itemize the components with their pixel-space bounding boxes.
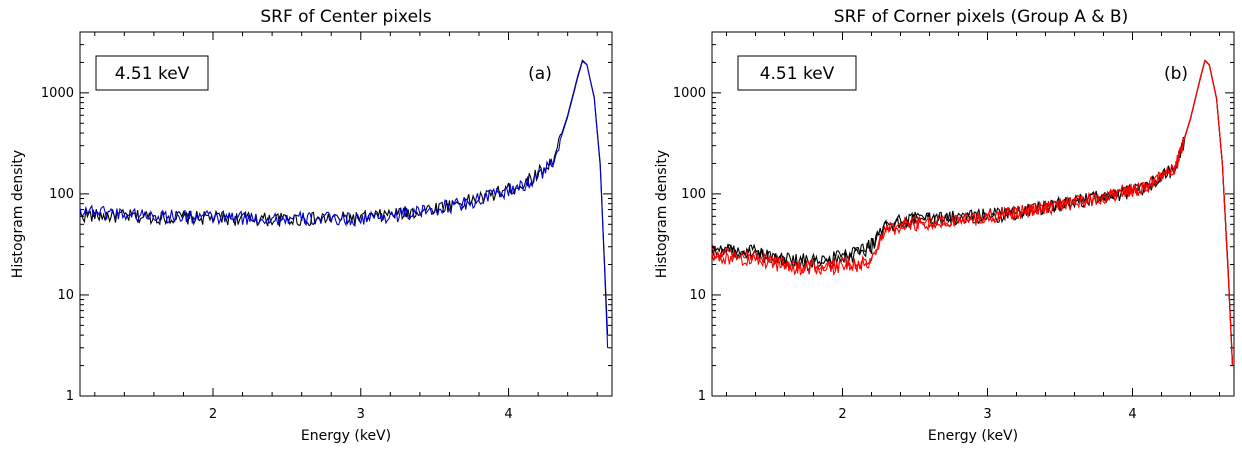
y-axis-label: Histogram density xyxy=(10,150,26,278)
series-line xyxy=(711,59,1234,366)
panel-center-pixels: SRF of Center pixels 2 3 4 1 10 100 1000 Ener… xyxy=(10,7,613,444)
y-tick-label: 10 xyxy=(57,288,74,303)
y-tick-label: 1000 xyxy=(41,86,74,101)
panel-label: (a) xyxy=(528,64,552,84)
y-axis-label: Histogram density xyxy=(654,150,670,278)
x-axis-label: Energy (keV) xyxy=(928,428,1018,444)
energy-label: 4.51 keV xyxy=(760,64,835,84)
plot-frame xyxy=(79,31,613,397)
x-tick-label: 3 xyxy=(983,407,991,422)
y-tick-label: 100 xyxy=(49,187,74,202)
plot-frame xyxy=(711,31,1235,397)
y-tick-label: 1000 xyxy=(673,86,706,101)
x-axis-label: Energy (keV) xyxy=(301,428,391,444)
y-tick-label: 100 xyxy=(681,187,706,202)
series-line xyxy=(79,59,609,336)
x-tick-label: 2 xyxy=(209,407,217,422)
series-line xyxy=(79,60,609,348)
series-group xyxy=(711,59,1234,366)
panel-label: (b) xyxy=(1164,64,1188,84)
y-axis: 1 10 100 1000 xyxy=(41,31,612,404)
energy-label-box xyxy=(737,55,857,91)
series-group xyxy=(79,59,609,348)
chart-title: SRF of Center pixels xyxy=(260,7,431,27)
energy-label: 4.51 keV xyxy=(115,64,190,84)
y-tick-label: 1 xyxy=(66,389,74,404)
energy-label-box xyxy=(95,55,209,91)
x-tick-label: 2 xyxy=(838,407,846,422)
y-tick-label: 10 xyxy=(689,288,706,303)
x-tick-label: 4 xyxy=(1128,407,1136,422)
x-axis: 2 3 4 xyxy=(726,32,1220,422)
chart-title: SRF of Corner pixels (Group A & B) xyxy=(834,7,1128,27)
y-axis: 1 10 100 1000 xyxy=(673,31,1234,404)
series-line xyxy=(711,59,1234,366)
y-tick-label: 1 xyxy=(698,389,706,404)
x-tick-label: 4 xyxy=(504,407,512,422)
x-tick-label: 3 xyxy=(357,407,365,422)
panel-corner-pixels: SRF of Corner pixels (Group A & B) 2 3 4 1… xyxy=(654,7,1235,444)
x-axis: 2 3 4 xyxy=(94,32,598,422)
